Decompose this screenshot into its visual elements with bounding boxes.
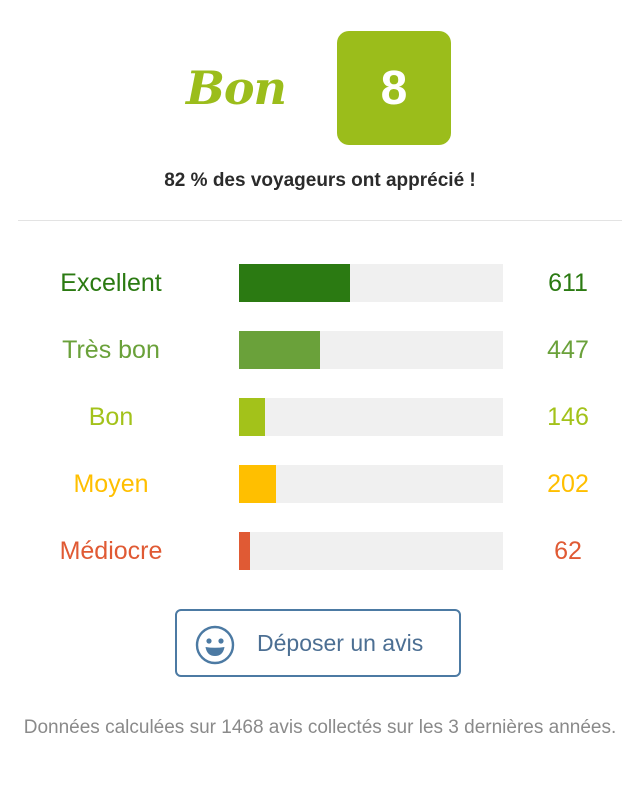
rating-row: Moyen 202 — [0, 464, 640, 504]
rating-summary: Bon 8 82 % des voyageurs ont apprécié ! — [0, 0, 640, 200]
rating-bar-track — [239, 398, 503, 436]
write-review-label: Déposer un avis — [257, 630, 424, 656]
rating-label: Médiocre — [59, 537, 163, 565]
rating-label: Bon — [88, 403, 134, 431]
divider — [18, 220, 622, 221]
rating-count: 611 — [548, 269, 588, 297]
rating-row: Médiocre 62 — [0, 531, 640, 571]
smile-icon — [195, 625, 235, 665]
rating-label: Très bon — [62, 336, 160, 364]
rating-label: Moyen — [73, 470, 149, 498]
rating-bar-track — [239, 331, 503, 369]
rating-bar-fill — [239, 331, 320, 369]
rating-bar-fill — [239, 532, 250, 570]
rating-count: 447 — [547, 336, 589, 364]
rating-bar-track — [239, 532, 503, 570]
rating-bar-track — [239, 465, 503, 503]
rating-count: 202 — [547, 470, 589, 498]
approval-text: 82 % des voyageurs ont apprécié ! — [164, 170, 476, 191]
rating-count: 62 — [554, 537, 582, 565]
rating-bar-fill — [239, 465, 276, 503]
rating-bar-track — [239, 264, 503, 302]
score-value: 8 — [380, 61, 408, 115]
rating-label: Excellent — [60, 269, 162, 297]
rating-row: Excellent 611 — [0, 263, 640, 303]
rating-count: 146 — [547, 403, 589, 431]
grade-label: Bon — [186, 61, 287, 115]
rating-row: Bon 146 — [0, 397, 640, 437]
rating-bar-fill — [239, 398, 265, 436]
rating-row: Très bon 447 — [0, 330, 640, 370]
write-review-button[interactable]: Déposer un avis — [175, 609, 461, 677]
score-badge: 8 — [337, 31, 451, 145]
rating-bar-fill — [239, 264, 350, 302]
data-footnote: Données calculées sur 1468 avis collecté… — [23, 717, 617, 738]
